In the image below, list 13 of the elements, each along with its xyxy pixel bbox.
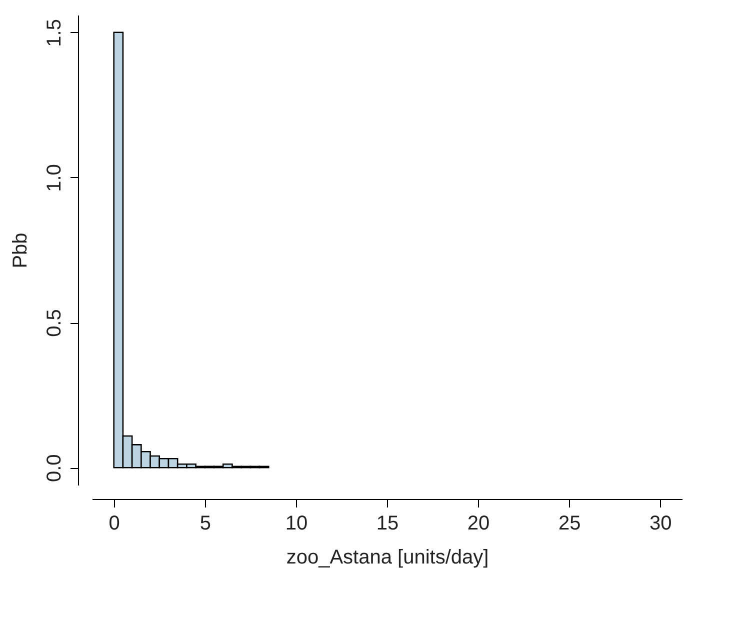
- x-tick-label: 15: [376, 512, 399, 534]
- x-tick-label: 25: [558, 512, 581, 534]
- x-tick-label: 30: [650, 512, 672, 534]
- x-axis-title: zoo_Astana [units/day]: [286, 546, 489, 568]
- y-tick-label: 1.0: [44, 164, 66, 192]
- y-axis-title: Pbb: [10, 232, 32, 268]
- y-tick-label: 0.0: [44, 454, 66, 482]
- x-tick-label: 20: [467, 512, 490, 534]
- x-tick-label: 5: [200, 512, 211, 534]
- y-tick-label: 0.5: [44, 309, 66, 337]
- x-tick-label: 0: [108, 512, 120, 534]
- y-tick-label: 1.5: [44, 19, 66, 47]
- x-tick-label: 10: [285, 512, 308, 534]
